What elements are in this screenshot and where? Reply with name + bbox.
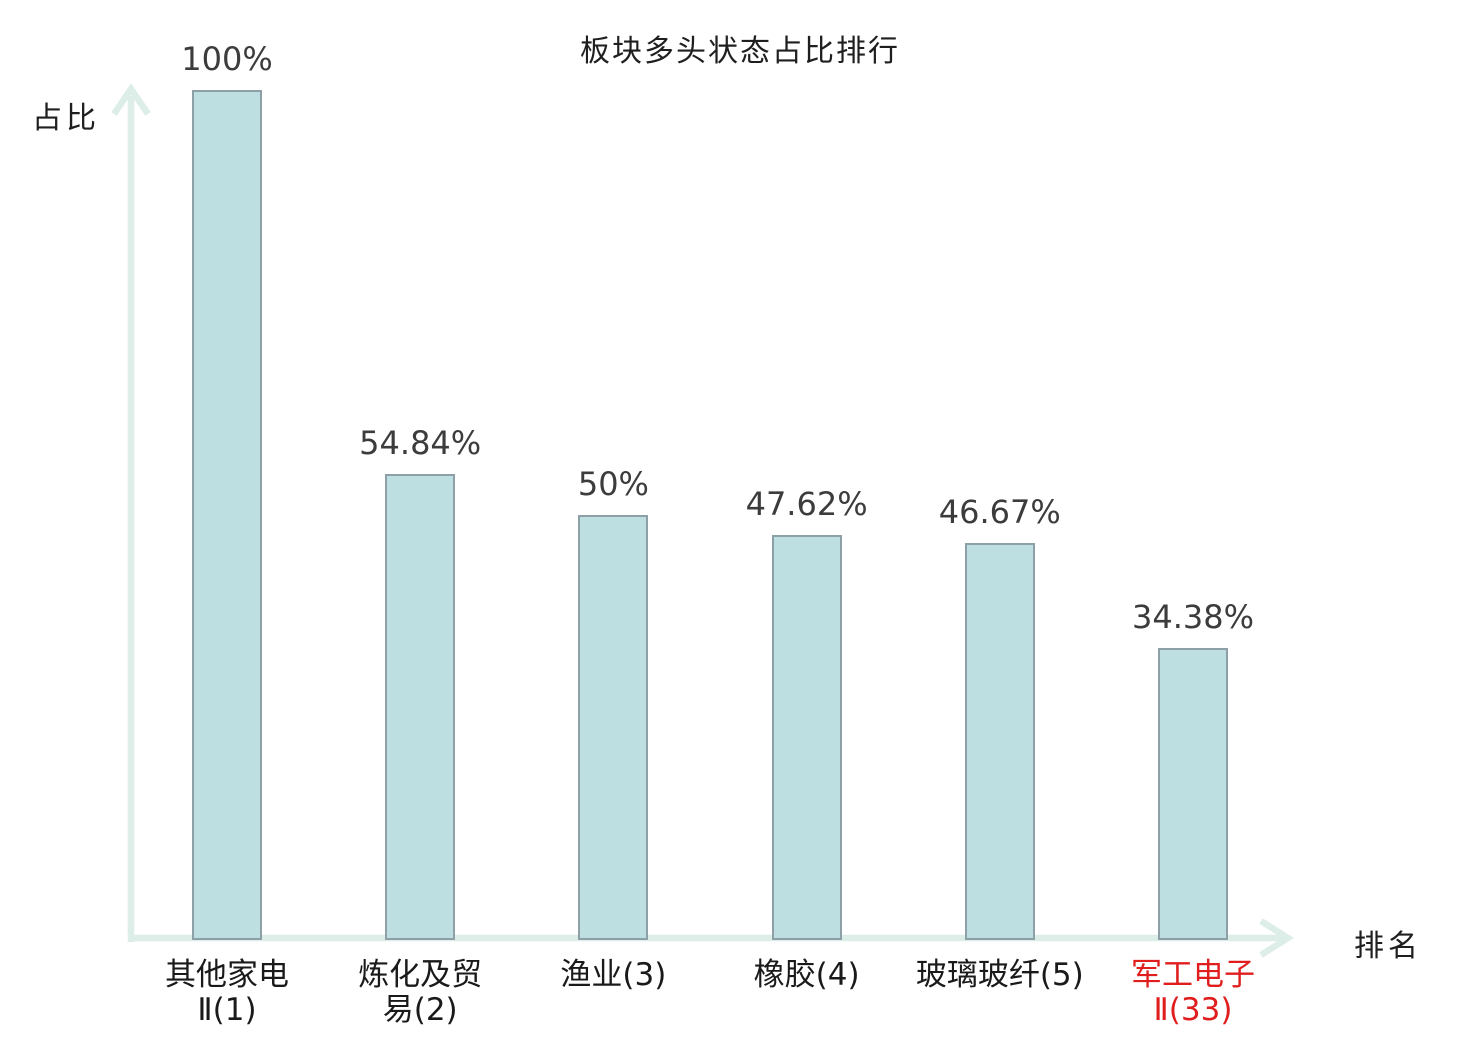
bar-6 (1158, 647, 1228, 940)
y-axis-arrow-icon (111, 83, 151, 116)
y-axis-title: 占比 (32, 101, 100, 136)
bar-category-label-1: 其他家电 Ⅱ(1) (165, 957, 289, 1028)
bar-2 (385, 473, 456, 940)
bar-value-label-4: 47.62% (745, 485, 868, 524)
bar-1 (192, 90, 262, 940)
chart-title: 板块多头状态占比排行 (580, 34, 900, 69)
bar-5 (964, 543, 1035, 940)
bar-value-label-1: 100% (181, 40, 273, 78)
bar-value-label-6: 34.38% (1131, 597, 1254, 636)
bar-value-label-3: 50% (577, 465, 649, 503)
bar-category-label-3: 渔业(3) (560, 957, 667, 993)
bar-4 (771, 535, 842, 940)
x-axis-title: 排名 (1354, 929, 1422, 964)
bar-value-label-5: 46.67% (938, 493, 1061, 532)
bar-category-label-6: 军工电子 Ⅱ(33) (1131, 957, 1255, 1028)
x-axis-arrow-icon (1259, 918, 1295, 958)
bar-category-label-4: 橡胶(4) (753, 957, 860, 993)
bar-category-label-5: 玻璃玻纤(5) (915, 957, 1084, 993)
bar-value-label-2: 54.84% (359, 423, 482, 462)
bar-category-label-2: 炼化及贸 易(2) (358, 957, 483, 1028)
bar-3 (578, 515, 649, 940)
